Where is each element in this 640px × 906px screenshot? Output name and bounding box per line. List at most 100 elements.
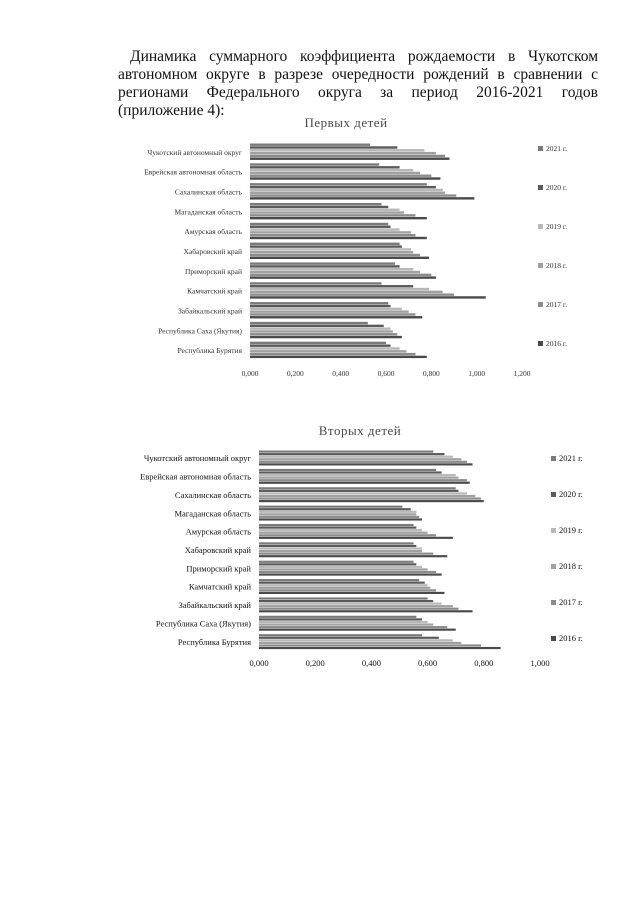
- bar-2016-4: [259, 536, 453, 539]
- bar-2018-6: [250, 270, 420, 274]
- category-label: Камчатский край: [189, 582, 252, 592]
- bar-2018-5: [259, 550, 422, 553]
- bar-2021-10: [250, 341, 386, 345]
- legend-swatch: [551, 456, 556, 461]
- chart-title: Первых детей: [304, 115, 387, 130]
- bar-2017-1: [259, 479, 467, 482]
- bar-2016-10: [259, 646, 501, 650]
- bar-2018-3: [250, 211, 405, 214]
- bar-2017-8: [250, 313, 416, 316]
- category-label: Амурская область: [184, 227, 242, 236]
- x-tick-label: 0,000: [249, 658, 268, 668]
- bar-2020-5: [259, 544, 417, 548]
- category-label: Еврейская автономная область: [140, 472, 251, 482]
- bar-2018-0: [250, 151, 436, 155]
- bar-2021-4: [259, 523, 414, 527]
- legend-entry: 2017 г.: [546, 300, 567, 309]
- bar-2016-3: [259, 518, 422, 521]
- legend-swatch: [538, 146, 543, 151]
- category-label: Забайкальский край: [178, 306, 242, 315]
- bar-2021-7: [250, 282, 382, 285]
- category-label: Республика Саха (Якутия): [158, 326, 242, 335]
- bar-2017-5: [259, 552, 434, 555]
- category-label: Магаданская область: [174, 207, 242, 216]
- bar-2017-3: [250, 214, 416, 217]
- bar-2016-1: [250, 177, 441, 180]
- bar-2018-8: [259, 605, 453, 608]
- bar-2020-4: [250, 225, 391, 228]
- x-tick-label: 0,600: [418, 658, 437, 668]
- bar-2020-0: [259, 453, 445, 456]
- bar-2021-3: [259, 505, 403, 508]
- bar-2021-8: [250, 302, 389, 305]
- bar-2017-0: [250, 154, 445, 158]
- x-tick-label: 0,400: [332, 369, 349, 378]
- legend-entry: 2019 г.: [559, 525, 583, 535]
- bar-2020-7: [250, 285, 414, 288]
- bar-2017-0: [259, 460, 467, 463]
- category-label: Приморский край: [185, 267, 242, 276]
- bar-2018-6: [259, 568, 428, 571]
- x-tick-label: 0,800: [423, 369, 440, 378]
- bar-2016-7: [250, 296, 486, 299]
- bar-2021-8: [259, 597, 428, 600]
- bar-2021-10: [259, 634, 422, 637]
- legend-swatch: [538, 185, 543, 190]
- bar-2017-4: [250, 233, 416, 237]
- x-tick-label: 1,000: [530, 658, 549, 668]
- bar-2019-9: [259, 620, 428, 624]
- x-tick-label: 0,200: [287, 369, 304, 378]
- bar-2017-3: [259, 515, 420, 518]
- x-tick-label: 0,200: [306, 658, 325, 668]
- legend-swatch: [551, 636, 556, 641]
- bar-2018-4: [259, 531, 428, 534]
- bar-2016-8: [250, 316, 423, 319]
- bar-2018-5: [250, 251, 414, 254]
- bar-2019-4: [259, 529, 422, 532]
- bar-2016-10: [250, 355, 427, 359]
- category-label: Республика Саха (Якутия): [156, 618, 251, 628]
- bar-2019-3: [250, 208, 400, 211]
- category-label: Магаданская область: [174, 508, 251, 518]
- legend-swatch: [551, 492, 556, 497]
- bar-2018-2: [250, 191, 445, 194]
- bar-2019-6: [250, 268, 414, 271]
- bar-2020-7: [259, 581, 425, 584]
- bar-2017-7: [259, 589, 437, 592]
- bar-2019-4: [250, 228, 400, 231]
- bar-2016-9: [259, 628, 456, 631]
- legend-entry: 2020 г.: [559, 489, 583, 499]
- bar-2020-4: [259, 526, 417, 529]
- bar-2021-3: [250, 202, 382, 206]
- legend-entry: 2018 г.: [559, 561, 583, 571]
- bar-2016-6: [259, 573, 442, 576]
- category-label: Хабаровский край: [185, 545, 252, 555]
- x-tick-label: 0,800: [474, 658, 493, 668]
- bar-2021-9: [259, 615, 417, 618]
- bar-2018-4: [250, 231, 411, 234]
- category-label: Сахалинская область: [175, 188, 243, 197]
- bar-2019-6: [259, 565, 422, 568]
- legend-entry: 2019 г.: [546, 222, 567, 231]
- bar-2021-2: [259, 487, 456, 490]
- bar-2021-1: [259, 468, 437, 472]
- bar-2018-9: [259, 623, 434, 626]
- bar-2018-2: [259, 494, 476, 498]
- bar-2019-9: [250, 327, 391, 330]
- bar-2019-5: [259, 547, 422, 550]
- bar-2016-9: [250, 335, 402, 339]
- legend-swatch: [551, 564, 556, 569]
- bar-2018-1: [250, 171, 420, 175]
- bar-2018-10: [250, 350, 407, 353]
- bar-2017-6: [259, 570, 437, 574]
- category-label: Чукотский автономный округ: [144, 453, 252, 463]
- bar-2018-7: [250, 290, 443, 294]
- category-label: Забайкальский край: [179, 600, 252, 610]
- chart-second-children: Вторых детей Чукотский автономный округ Ев…: [140, 423, 583, 668]
- bar-2018-7: [259, 586, 431, 589]
- bar-2019-2: [259, 492, 467, 495]
- x-tick-label: 1,200: [514, 369, 531, 378]
- bar-2016-4: [250, 236, 427, 240]
- bar-2017-1: [250, 174, 432, 177]
- x-tick-label: 0,000: [242, 369, 259, 378]
